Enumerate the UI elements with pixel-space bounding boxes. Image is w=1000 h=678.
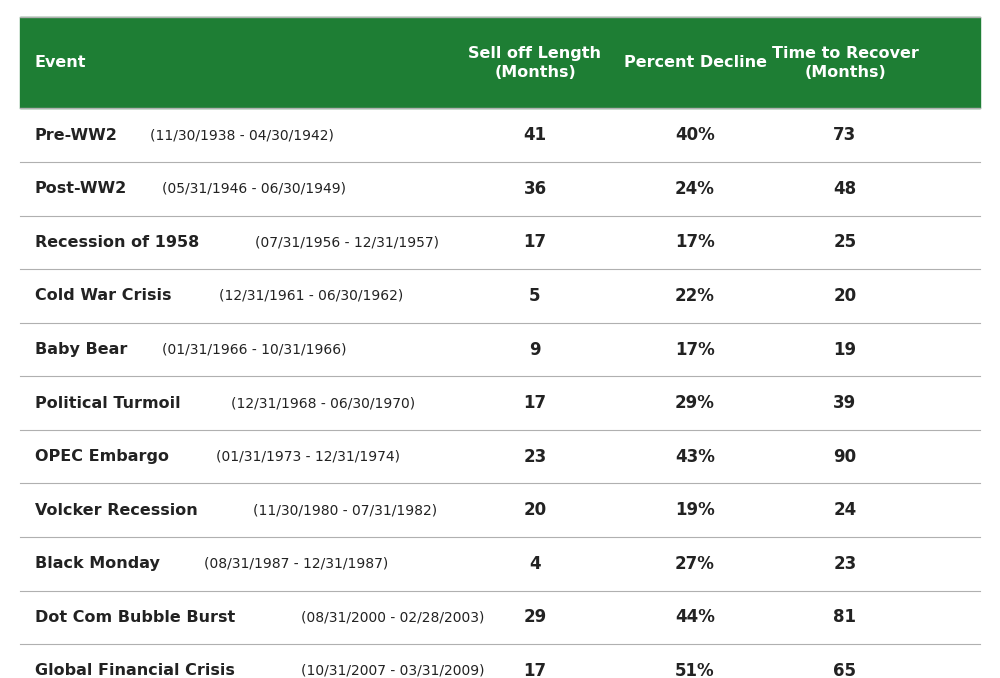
Text: (01/31/1973 - 12/31/1974): (01/31/1973 - 12/31/1974) <box>216 450 400 464</box>
Text: Dot Com Bubble Burst: Dot Com Bubble Burst <box>35 610 235 625</box>
Bar <box>20 591 980 644</box>
Text: 20: 20 <box>833 287 857 305</box>
Text: 81: 81 <box>834 608 856 626</box>
Text: Cold War Crisis: Cold War Crisis <box>35 288 172 304</box>
Text: 17: 17 <box>523 233 547 252</box>
Text: Time to Recover
(Months): Time to Recover (Months) <box>772 46 918 79</box>
Text: 29%: 29% <box>675 394 715 412</box>
Text: (01/31/1966 - 10/31/1966): (01/31/1966 - 10/31/1966) <box>162 342 347 357</box>
Text: 90: 90 <box>833 447 857 466</box>
Bar <box>20 376 980 430</box>
Text: 23: 23 <box>523 447 547 466</box>
Text: 5: 5 <box>529 287 541 305</box>
Text: 73: 73 <box>833 126 857 144</box>
Bar <box>20 216 980 269</box>
Text: 19%: 19% <box>675 501 715 519</box>
Bar <box>20 430 980 483</box>
Text: (11/30/1980 - 07/31/1982): (11/30/1980 - 07/31/1982) <box>253 503 437 517</box>
Bar <box>20 644 980 678</box>
Bar <box>20 537 980 591</box>
Text: 24: 24 <box>833 501 857 519</box>
Text: 23: 23 <box>833 555 857 573</box>
Text: Volcker Recession: Volcker Recession <box>35 502 198 518</box>
Text: 48: 48 <box>833 180 857 198</box>
Text: Pre-WW2: Pre-WW2 <box>35 127 118 143</box>
Text: Event: Event <box>35 55 87 71</box>
Text: Percent Decline: Percent Decline <box>624 55 767 71</box>
Text: (07/31/1956 - 12/31/1957): (07/31/1956 - 12/31/1957) <box>255 235 439 250</box>
Text: (08/31/1987 - 12/31/1987): (08/31/1987 - 12/31/1987) <box>204 557 388 571</box>
Text: 43%: 43% <box>675 447 715 466</box>
Text: 9: 9 <box>529 340 541 359</box>
Text: 29: 29 <box>523 608 547 626</box>
Text: Sell off Length
(Months): Sell off Length (Months) <box>468 46 602 79</box>
Text: 4: 4 <box>529 555 541 573</box>
Text: 65: 65 <box>834 662 856 678</box>
Text: 20: 20 <box>523 501 547 519</box>
Text: 40%: 40% <box>675 126 715 144</box>
Text: 36: 36 <box>523 180 547 198</box>
Text: (12/31/1968 - 06/30/1970): (12/31/1968 - 06/30/1970) <box>231 396 415 410</box>
Text: 27%: 27% <box>675 555 715 573</box>
Bar <box>20 162 980 216</box>
Text: 41: 41 <box>523 126 547 144</box>
Bar <box>20 108 980 162</box>
Text: 22%: 22% <box>675 287 715 305</box>
Text: Black Monday: Black Monday <box>35 556 160 572</box>
Text: 17: 17 <box>523 394 547 412</box>
Text: Global Financial Crisis: Global Financial Crisis <box>35 663 235 678</box>
Text: OPEC Embargo: OPEC Embargo <box>35 449 169 464</box>
Text: 24%: 24% <box>675 180 715 198</box>
Text: 25: 25 <box>833 233 857 252</box>
Text: 39: 39 <box>833 394 857 412</box>
Text: 17: 17 <box>523 662 547 678</box>
Text: (12/31/1961 - 06/30/1962): (12/31/1961 - 06/30/1962) <box>219 289 403 303</box>
Text: Recession of 1958: Recession of 1958 <box>35 235 199 250</box>
Text: Baby Bear: Baby Bear <box>35 342 127 357</box>
Bar <box>20 269 980 323</box>
Text: Political Turmoil: Political Turmoil <box>35 395 181 411</box>
Text: (10/31/2007 - 03/31/2009): (10/31/2007 - 03/31/2009) <box>301 664 484 678</box>
Bar <box>20 323 980 376</box>
Bar <box>20 17 980 108</box>
Bar <box>20 483 980 537</box>
Text: (11/30/1938 - 04/30/1942): (11/30/1938 - 04/30/1942) <box>150 128 334 142</box>
Text: (08/31/2000 - 02/28/2003): (08/31/2000 - 02/28/2003) <box>301 610 485 624</box>
Text: Post-WW2: Post-WW2 <box>35 181 127 197</box>
Text: (05/31/1946 - 06/30/1949): (05/31/1946 - 06/30/1949) <box>162 182 346 196</box>
Text: 44%: 44% <box>675 608 715 626</box>
Text: 51%: 51% <box>675 662 715 678</box>
Text: 17%: 17% <box>675 340 715 359</box>
Text: 19: 19 <box>833 340 857 359</box>
Text: 17%: 17% <box>675 233 715 252</box>
